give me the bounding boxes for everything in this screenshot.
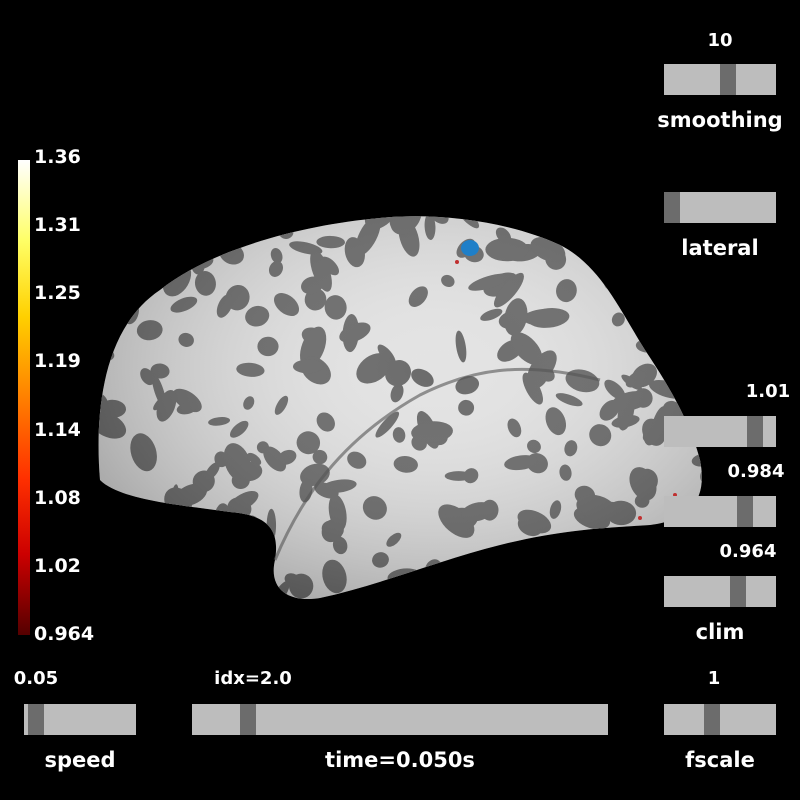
sulcus-patch — [624, 530, 648, 555]
clim-mid-slider-handle[interactable] — [736, 496, 753, 527]
view-slider[interactable] — [664, 192, 776, 223]
sulcus-patch — [106, 216, 131, 240]
clim-low-value: 0.964 — [719, 541, 777, 562]
sulcus-patch — [259, 216, 283, 218]
clim-high-slider-handle[interactable] — [746, 416, 763, 447]
colorbar-tick: 1.31 — [34, 214, 81, 236]
time-slider[interactable] — [192, 704, 608, 735]
clim-low-slider[interactable] — [664, 576, 776, 607]
sulcus-patch — [149, 216, 170, 222]
sulcus-patch — [152, 523, 193, 537]
colorbar-tick: 1.08 — [34, 487, 81, 509]
sulcus-patch — [595, 240, 607, 261]
colorbar-gradient — [18, 160, 30, 635]
sulcus-patch — [690, 367, 702, 393]
colorbar-tick: 1.19 — [34, 350, 81, 372]
sulcus-patch — [409, 597, 429, 600]
colorbar-tick: 0.964 — [34, 623, 95, 645]
time-slider-handle[interactable] — [240, 704, 256, 735]
sulcus-patch — [563, 588, 588, 600]
sulcus-patch — [499, 575, 514, 589]
sulcus-patch — [695, 304, 702, 323]
sulcus-patch — [98, 248, 115, 269]
fscale-value: 1 — [707, 668, 721, 689]
sulcus-patch — [189, 217, 228, 235]
sulcus-patch — [177, 592, 193, 600]
clim-high-slider[interactable] — [664, 416, 776, 447]
fscale-slider[interactable] — [664, 704, 776, 735]
sulcus-patch — [669, 312, 699, 347]
sulcus-patch — [198, 538, 219, 560]
fscale-label: fscale — [685, 748, 755, 772]
clim-low-slider-handle[interactable] — [730, 576, 747, 607]
activation-spot — [455, 260, 459, 264]
sulcus-patch — [403, 601, 419, 620]
colorbar-tick: 1.25 — [34, 282, 81, 304]
smoothing-value: 10 — [707, 30, 733, 51]
sulcus-patch — [606, 554, 639, 585]
speed-label: speed — [44, 748, 116, 772]
sulcus-patch — [524, 585, 545, 600]
clim-mid-slider[interactable] — [664, 496, 776, 527]
sulcus-patch — [699, 372, 702, 412]
sulcus-patch — [136, 250, 162, 276]
sulcus-patch — [362, 587, 379, 600]
sulcus-patch — [239, 527, 254, 544]
colorbar-tick: 1.36 — [34, 146, 81, 168]
speed-value: 0.05 — [13, 668, 59, 689]
view-label: lateral — [681, 236, 759, 260]
sylvian-fissure — [273, 367, 601, 561]
colorbar-tick: 1.14 — [34, 419, 81, 441]
sulcus-patch — [257, 585, 270, 600]
sulcus-patch — [188, 228, 203, 260]
smoothing-slider[interactable] — [664, 64, 776, 95]
sulcus-patch — [620, 531, 636, 540]
sulcus-patch — [190, 216, 204, 221]
sulcus-patch — [362, 216, 377, 219]
brain-cortex — [98, 200, 702, 621]
sulcus-patch — [117, 505, 131, 534]
sulcus-patch — [530, 571, 541, 599]
sulcus-patch — [98, 323, 108, 346]
sulcus-patch — [140, 216, 162, 237]
sulcus-patch — [574, 602, 593, 621]
activation-spot — [638, 516, 642, 520]
speed-slider[interactable] — [24, 704, 136, 735]
focus-dot — [461, 240, 479, 256]
sulcus-patch — [571, 216, 603, 224]
time-index-value: idx=2.0 — [214, 668, 292, 689]
fscale-slider-handle[interactable] — [704, 704, 721, 735]
sulcus-patch — [667, 260, 690, 273]
sulcus-patch — [167, 216, 177, 230]
sulcus-patch — [137, 226, 156, 240]
sulcus-patch — [119, 499, 146, 519]
sulcus-patch — [98, 216, 131, 233]
sulcus-patch — [492, 200, 509, 217]
sulcus-patch — [657, 264, 675, 283]
sulcus-patch — [678, 325, 696, 352]
colorbar — [18, 160, 30, 635]
sulcus-patch — [107, 276, 122, 317]
view-slider-handle[interactable] — [664, 192, 680, 223]
sulcus-patch — [505, 575, 524, 597]
smoothing-label: smoothing — [657, 108, 783, 132]
sulcus-patch — [127, 216, 166, 244]
clim-mid-value: 0.984 — [727, 461, 785, 482]
sulcus-patch — [565, 573, 588, 591]
time-label: time=0.050s — [325, 748, 475, 772]
smoothing-slider-handle[interactable] — [719, 64, 736, 95]
sulcus-patch — [138, 511, 175, 538]
speed-slider-handle[interactable] — [27, 704, 44, 735]
sulcus-patch — [526, 216, 541, 220]
clim-high-value: 1.01 — [745, 381, 791, 402]
sulcus-patch — [184, 216, 225, 240]
sulcus-patch — [670, 325, 696, 355]
sulcus-patch — [146, 249, 161, 270]
clim-label: clim — [695, 620, 745, 644]
sulcus-patch — [631, 261, 644, 286]
sulcus-patch — [485, 580, 502, 600]
sulcus-patch — [229, 540, 246, 551]
colorbar-tick: 1.02 — [34, 555, 81, 577]
